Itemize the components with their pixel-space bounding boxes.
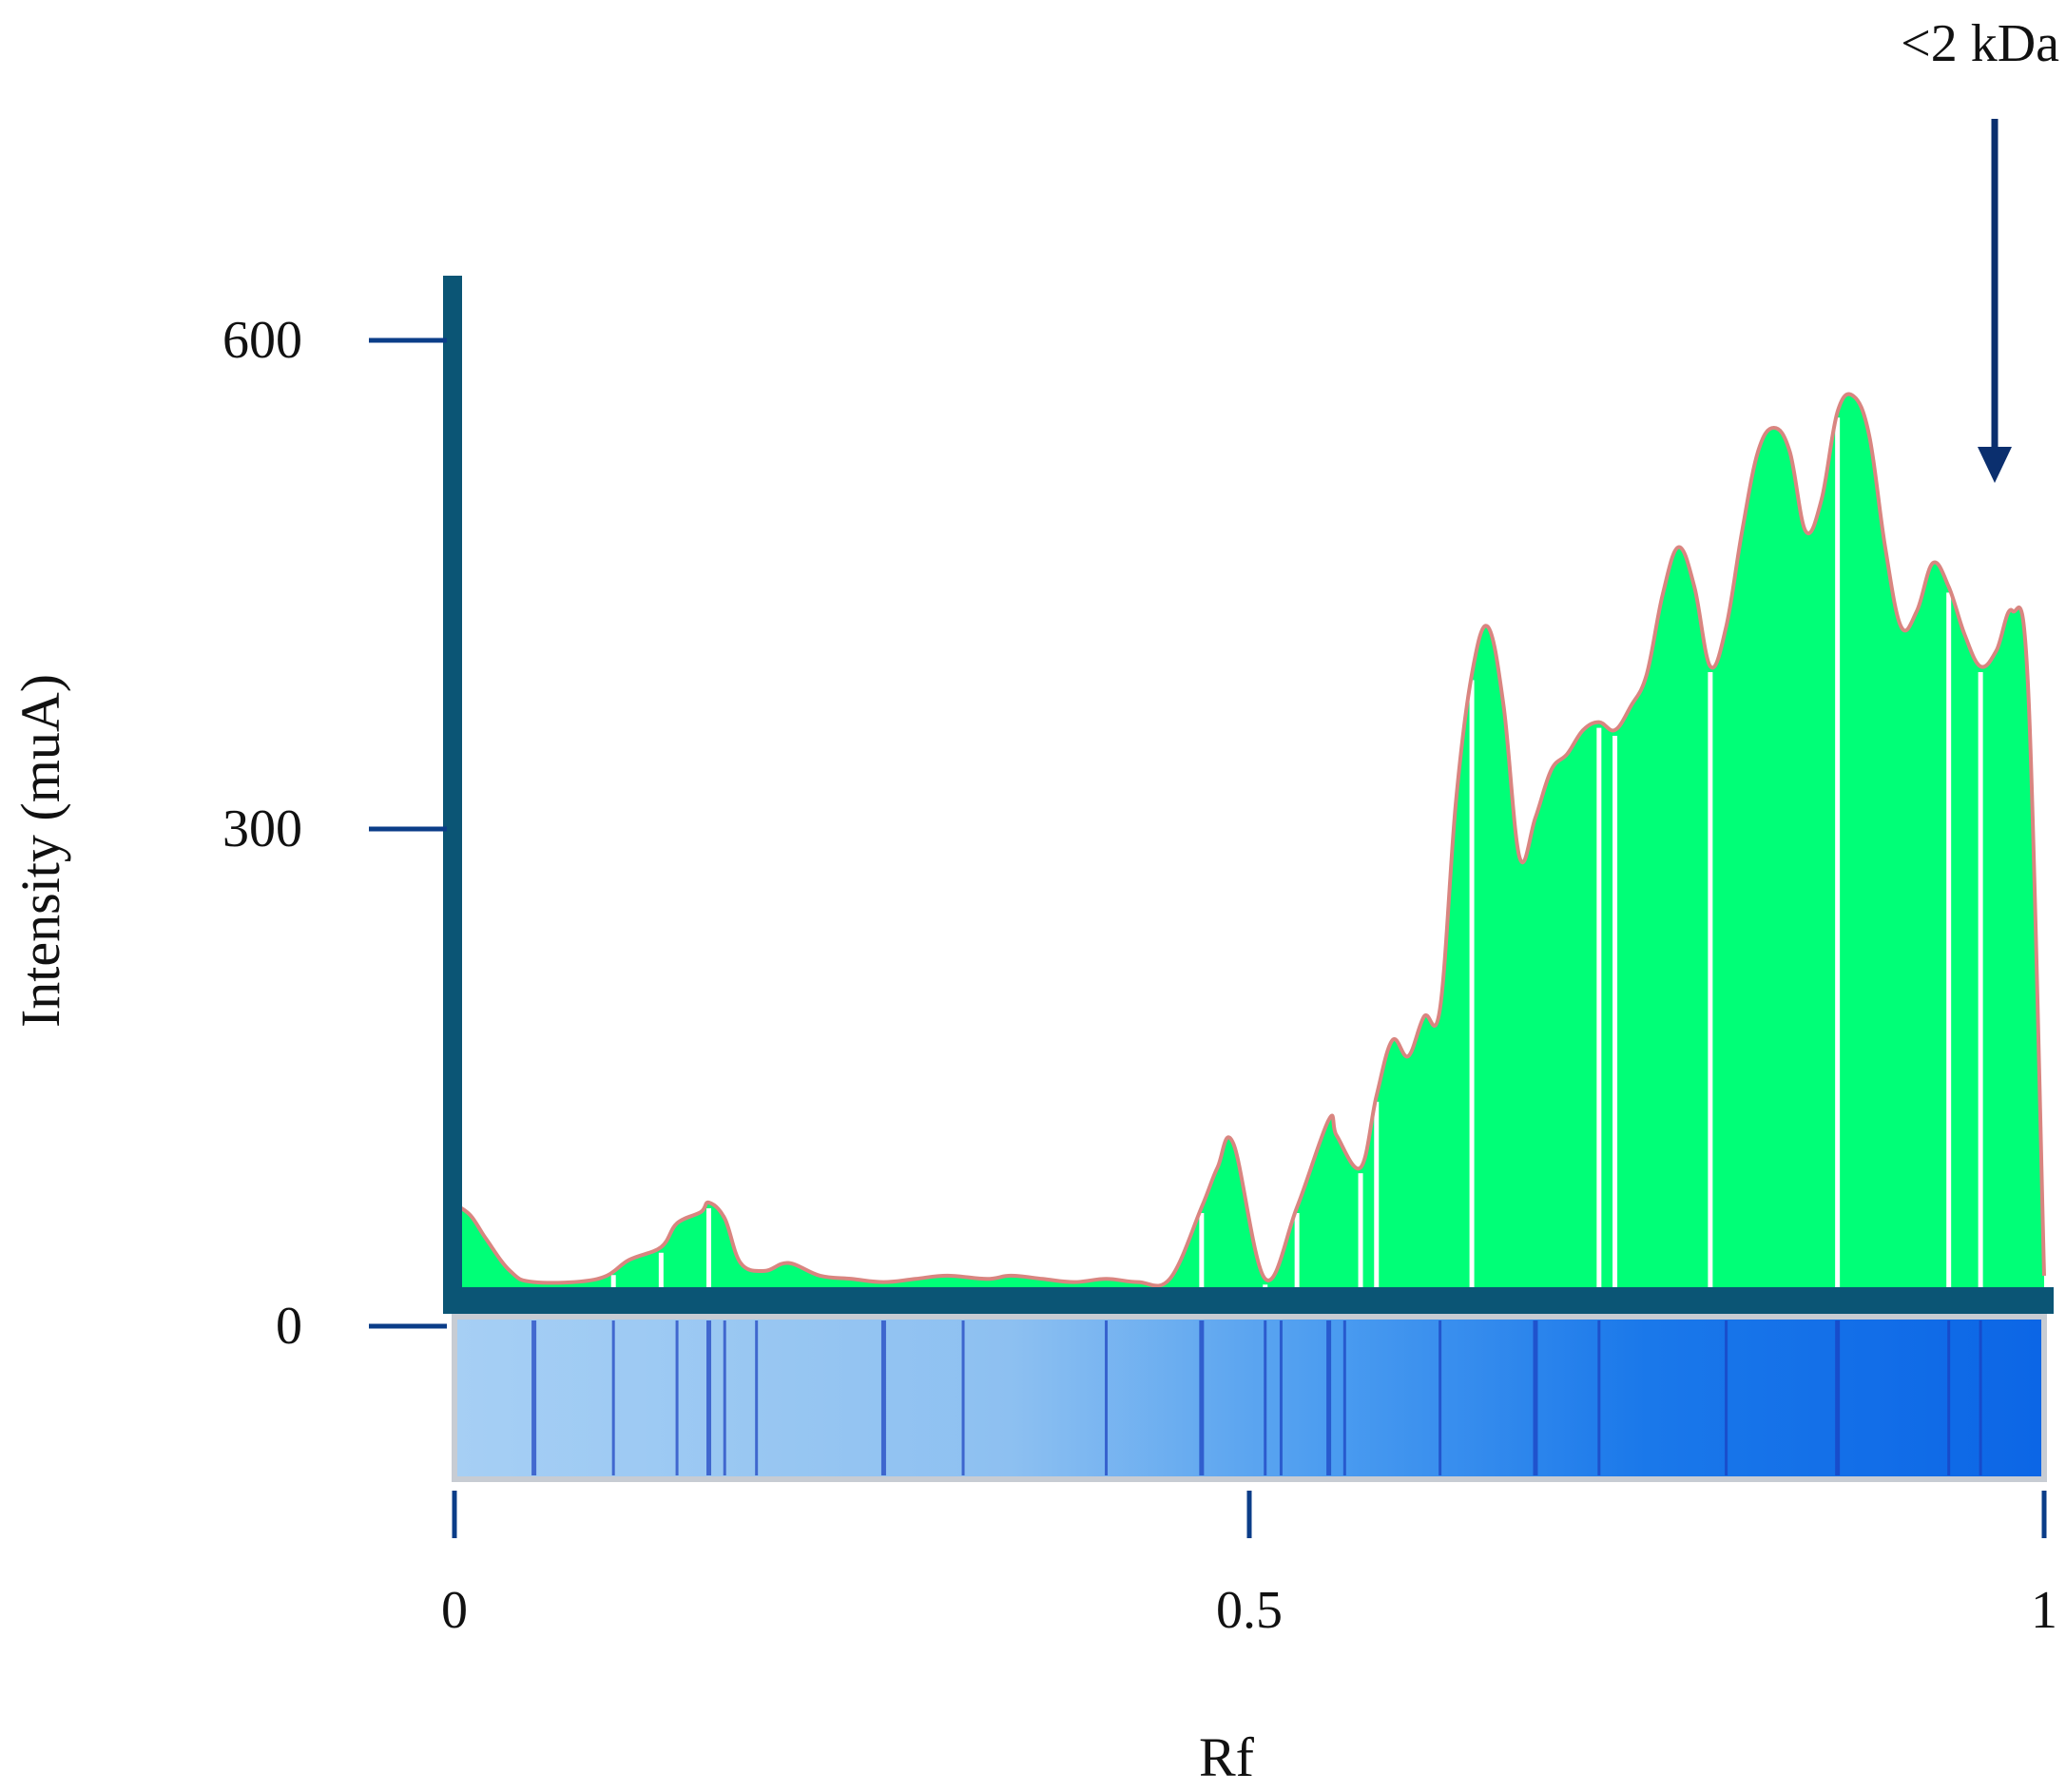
x-tick-label: 0.5 <box>1216 1581 1283 1640</box>
x-axis-title: Rf <box>1199 1726 1255 1788</box>
x-tick-label: 1 <box>2031 1581 2057 1640</box>
x-tick-label: 0 <box>441 1581 468 1640</box>
y-tick-label: 0 <box>276 1297 302 1356</box>
peak-dividers <box>610 417 1983 1295</box>
annotation-arrow-head <box>1978 447 2012 483</box>
annotations: <2 kDa <box>1901 14 2059 483</box>
annotation-label: <2 kDa <box>1901 14 2059 73</box>
gel-lane-strip <box>452 1314 2047 1482</box>
y-axis-title: Intensity (muA) <box>10 674 71 1028</box>
x-axis-line <box>443 1287 2054 1314</box>
y-axis-ticks: 0 300 600 <box>222 311 447 1356</box>
y-axis-line <box>443 276 462 1310</box>
x-axis-ticks: 0 0.5 1 <box>441 1491 2057 1640</box>
gel-bands <box>531 1320 1982 1475</box>
intensity-area-fill <box>454 394 2044 1295</box>
y-tick-label: 300 <box>222 800 302 858</box>
y-tick-label: 600 <box>222 311 302 370</box>
intensity-curve-line <box>453 392 2046 1288</box>
